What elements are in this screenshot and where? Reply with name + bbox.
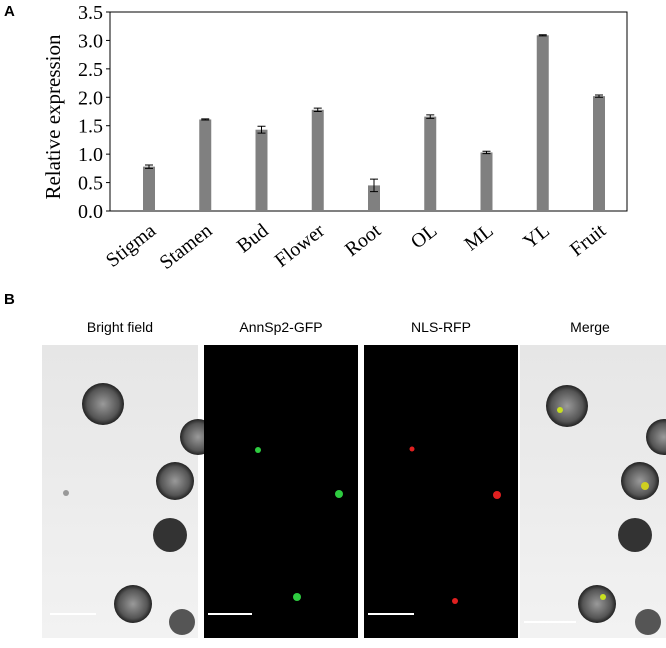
y-tick-label: 0.0 <box>78 201 103 223</box>
y-axis-label: Relative expression <box>41 34 65 200</box>
error-bar <box>257 125 266 134</box>
x-tick-label: Stamen <box>156 220 217 274</box>
error-bar <box>145 164 153 169</box>
bar <box>424 116 437 211</box>
bright-field-image <box>42 345 216 638</box>
gfp-image <box>204 345 358 638</box>
y-tick-label: 3.5 <box>78 2 103 24</box>
x-tick-label: Flower <box>271 219 329 271</box>
bar <box>593 96 605 211</box>
error-bar <box>370 178 378 193</box>
x-tick-label: YL <box>519 220 554 254</box>
panel-title: Merge <box>570 319 610 335</box>
x-tick-label: OL <box>407 220 442 254</box>
x-tick-label: Fruit <box>566 219 611 261</box>
panel-title: Bright field <box>87 319 153 335</box>
panel-title: NLS-RFP <box>411 319 471 335</box>
bar <box>255 129 268 211</box>
rfp-image <box>364 345 518 638</box>
x-tick-label: Stigma <box>102 220 160 272</box>
error-bar <box>482 150 491 155</box>
x-tick-label: Bud <box>233 220 273 258</box>
y-tick-label: 2.0 <box>78 87 103 109</box>
bar <box>199 119 212 211</box>
error-bar <box>538 34 547 37</box>
x-tick-label: ML <box>460 220 497 256</box>
bar <box>480 152 493 211</box>
error-bar <box>595 94 603 98</box>
y-tick-label: 1.0 <box>78 144 103 166</box>
error-bar <box>426 114 435 119</box>
bar <box>311 109 324 211</box>
plot-frame <box>109 11 628 212</box>
y-tick-label: 0.5 <box>78 173 103 195</box>
y-tick-label: 3.0 <box>78 30 103 52</box>
x-tick-label: Root <box>341 219 386 261</box>
y-tick-label: 1.5 <box>78 116 103 138</box>
bar <box>536 35 549 211</box>
error-bar <box>201 118 210 121</box>
y-tick-label: 2.5 <box>78 59 103 81</box>
panel-title: AnnSp2-GFP <box>239 319 322 335</box>
panel-label: B <box>4 291 15 308</box>
error-bar <box>313 107 322 112</box>
merge-image <box>520 345 666 638</box>
panel-label: A <box>4 3 15 20</box>
bar <box>143 166 155 211</box>
